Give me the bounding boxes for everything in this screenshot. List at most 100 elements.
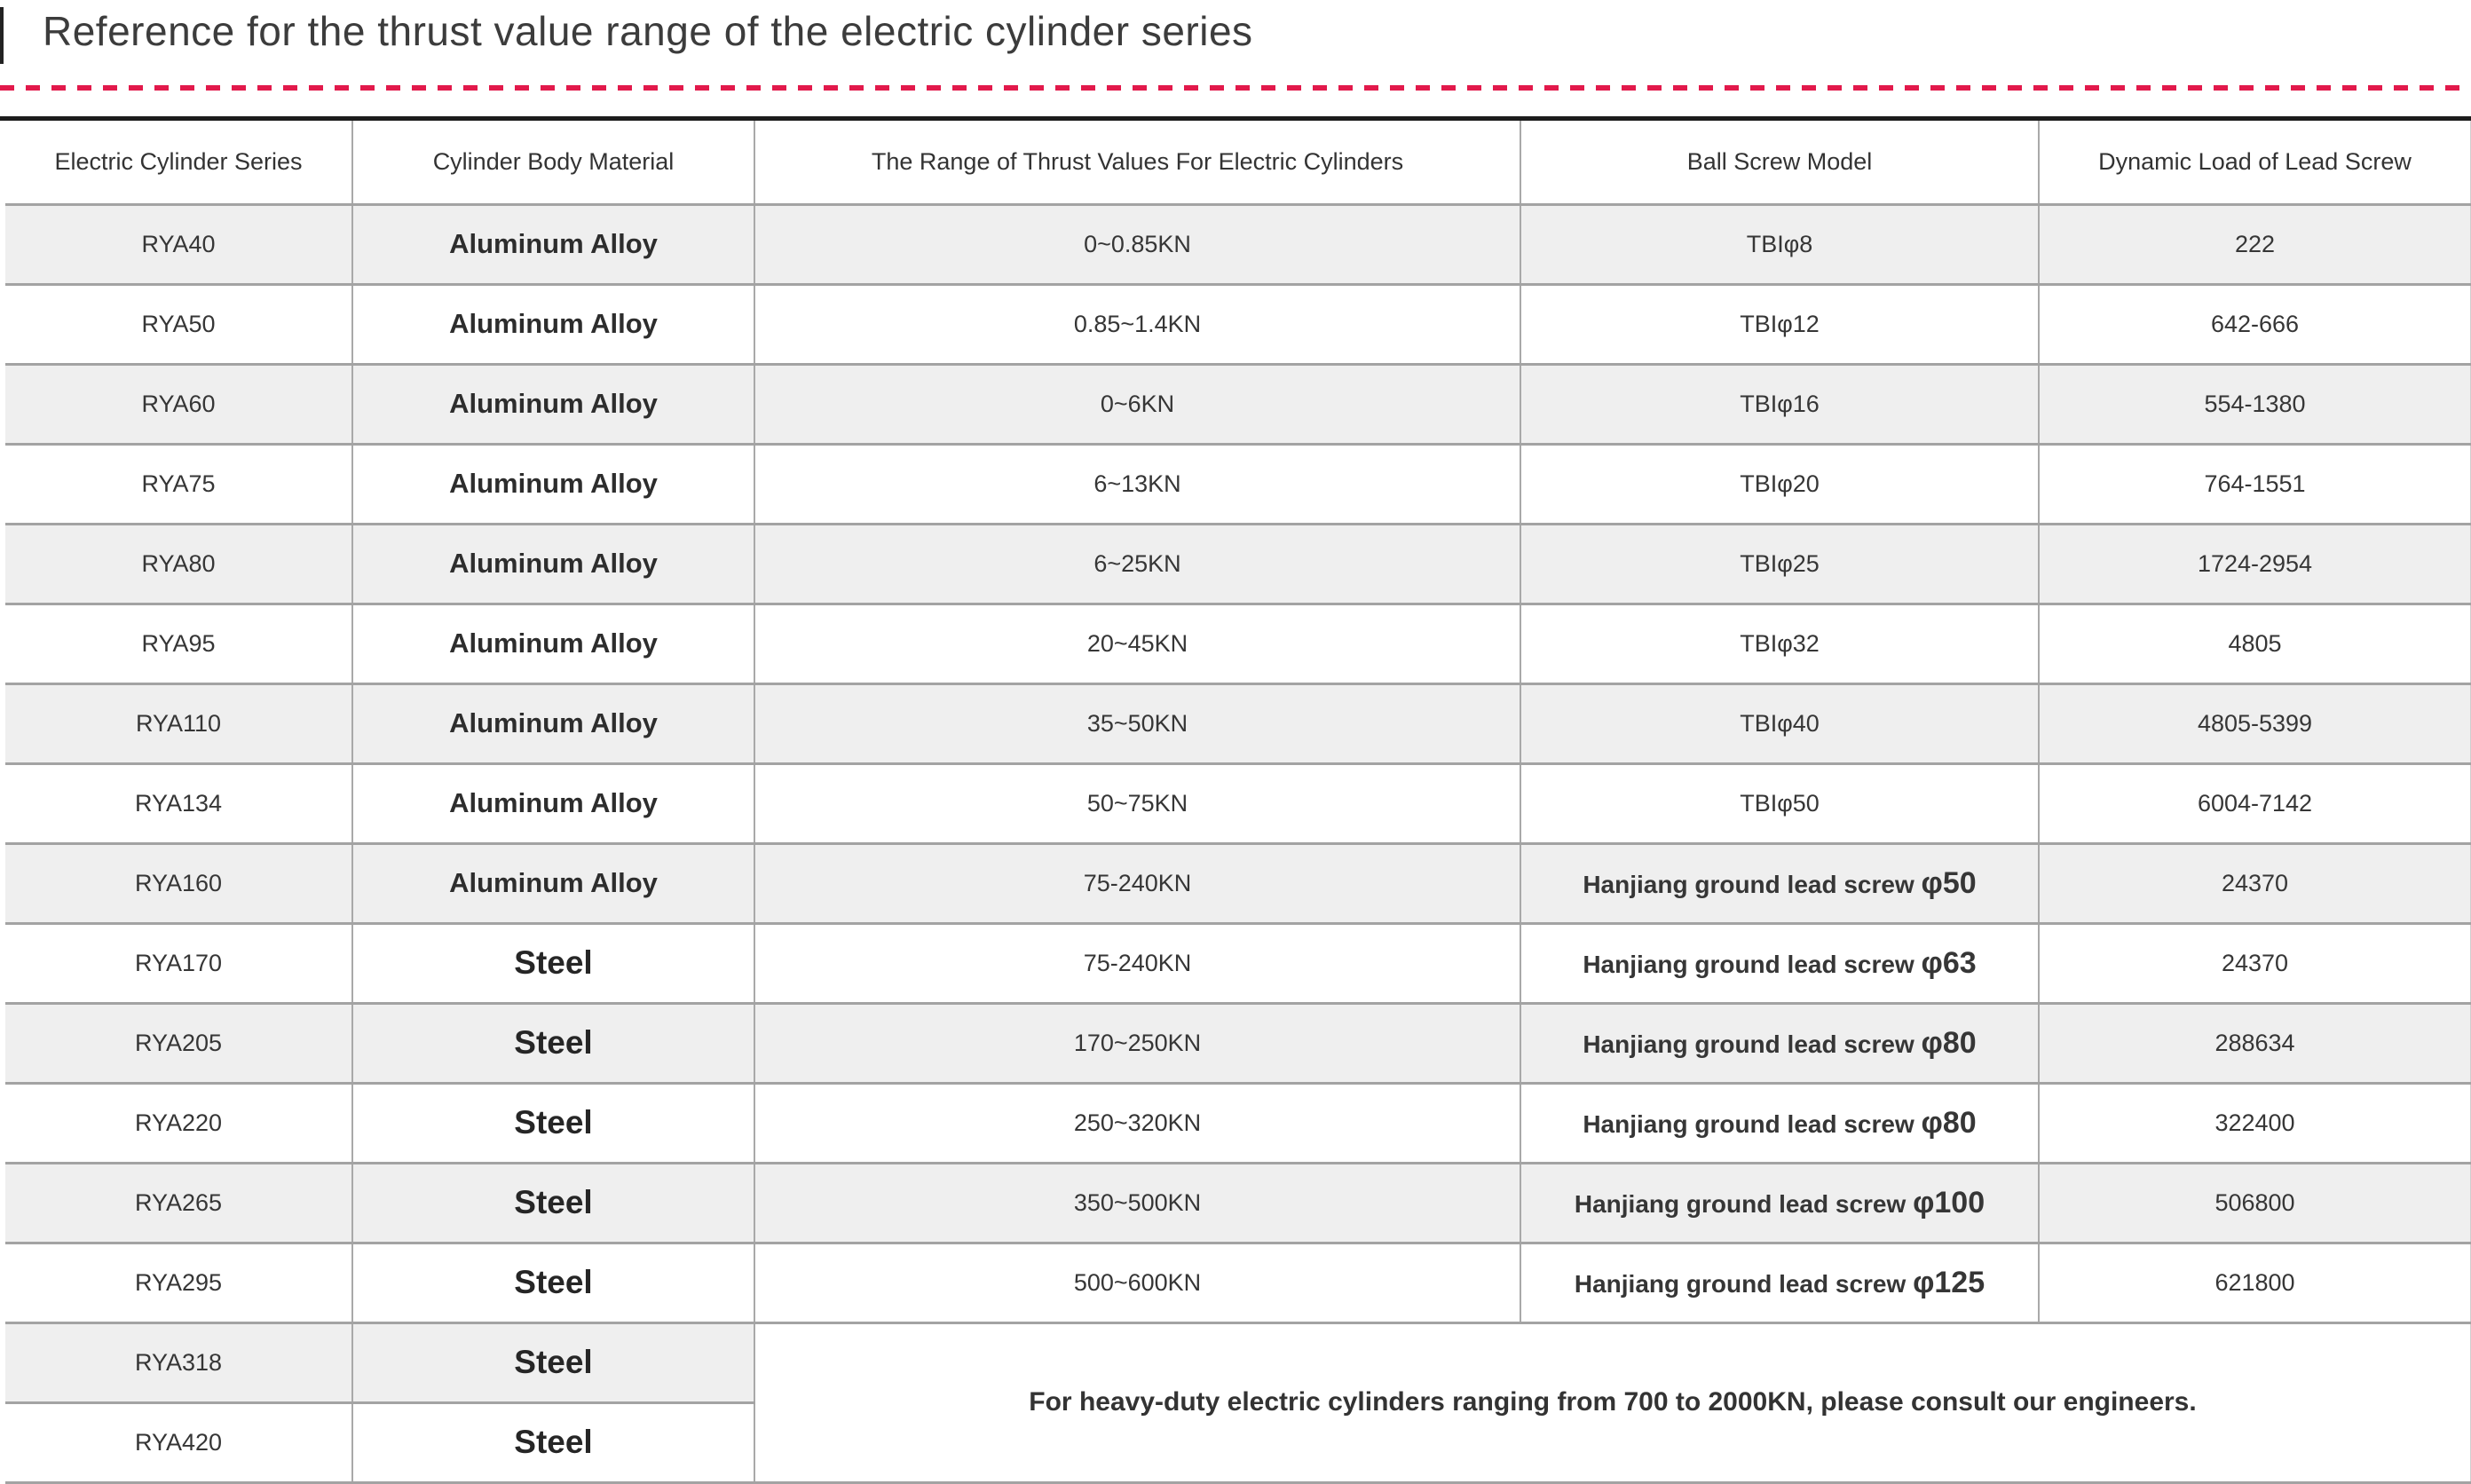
ball-screw-cell: TBIφ50	[1520, 763, 2039, 845]
header-row: Electric Cylinder Series Cylinder Body M…	[5, 121, 2471, 206]
material-cell: Aluminum Alloy	[351, 843, 754, 925]
material-cell: Aluminum Alloy	[351, 763, 754, 845]
heavy-duty-note: For heavy-duty electric cylinders rangin…	[754, 1322, 2471, 1484]
phi-diameter: φ80	[1921, 1105, 1977, 1140]
thrust-cell: 50~75KN	[754, 763, 1520, 845]
thrust-cell: 250~320KN	[754, 1083, 1520, 1164]
table-row: RYA134 Aluminum Alloy 50~75KN TBIφ50 600…	[5, 763, 2471, 845]
load-cell: 24370	[2038, 843, 2471, 925]
ball-screw-cell: TBIφ20	[1520, 444, 2039, 525]
header-ball-screw: Ball Screw Model	[1520, 121, 2039, 206]
header-dynamic-load: Dynamic Load of Lead Screw	[2038, 121, 2471, 206]
page-title: Reference for the thrust value range of …	[43, 8, 1253, 54]
ball-screw-cell: TBIφ16	[1520, 364, 2039, 446]
table-row: RYA95 Aluminum Alloy 20~45KN TBIφ32 4805	[5, 604, 2471, 685]
series-cell: RYA170	[5, 923, 352, 1005]
series-cell: RYA95	[5, 604, 352, 685]
thrust-cell: 500~600KN	[754, 1243, 1520, 1324]
load-cell: 322400	[2038, 1083, 2471, 1164]
ball-screw-cell: Hanjiang ground lead screw φ80	[1520, 1083, 2039, 1164]
ball-screw-cell: Hanjiang ground lead screw φ80	[1520, 1003, 2039, 1085]
material-cell: Aluminum Alloy	[351, 683, 754, 765]
table-row: RYA205 Steel 170~250KN Hanjiang ground l…	[5, 1003, 2471, 1085]
material-cell: Steel	[351, 923, 754, 1005]
material-cell: Aluminum Alloy	[351, 284, 754, 366]
series-cell: RYA80	[5, 524, 352, 605]
load-cell: 1724-2954	[2038, 524, 2471, 605]
series-cell: RYA220	[5, 1083, 352, 1164]
thrust-cell: 0~6KN	[754, 364, 1520, 446]
series-cell: RYA60	[5, 364, 352, 446]
thrust-cell: 350~500KN	[754, 1163, 1520, 1244]
table-row: RYA80 Aluminum Alloy 6~25KN TBIφ25 1724-…	[5, 524, 2471, 605]
load-cell: 24370	[2038, 923, 2471, 1005]
table-body: RYA40 Aluminum Alloy 0~0.85KN TBIφ8 222 …	[5, 204, 2471, 1484]
series-cell: RYA75	[5, 444, 352, 525]
ball-screw-cell: TBIφ12	[1520, 284, 2039, 366]
header-series: Electric Cylinder Series	[5, 121, 352, 206]
red-dashed-divider	[0, 85, 2471, 91]
phi-diameter: φ100	[1913, 1185, 1985, 1220]
load-cell: 506800	[2038, 1163, 2471, 1244]
phi-diameter: φ50	[1921, 865, 1977, 900]
series-cell: RYA50	[5, 284, 352, 366]
thrust-cell: 170~250KN	[754, 1003, 1520, 1085]
table-row: RYA318 Steel For heavy-duty electric cyl…	[5, 1322, 2471, 1484]
thrust-cell: 75-240KN	[754, 923, 1520, 1005]
ball-screw-cell: Hanjiang ground lead screw φ125	[1520, 1243, 2039, 1324]
thrust-cell: 35~50KN	[754, 683, 1520, 765]
series-cell: RYA160	[5, 843, 352, 925]
series-cell: RYA295	[5, 1243, 352, 1324]
header-thrust-range: The Range of Thrust Values For Electric …	[754, 121, 1520, 206]
thrust-reference-table: Electric Cylinder Series Cylinder Body M…	[5, 121, 2471, 1484]
material-cell: Aluminum Alloy	[351, 204, 754, 286]
table-row: RYA160 Aluminum Alloy 75-240KN Hanjiang …	[5, 843, 2471, 925]
series-cell: RYA205	[5, 1003, 352, 1085]
series-cell: RYA110	[5, 683, 352, 765]
series-cell: RYA318	[5, 1322, 352, 1404]
load-cell: 4805	[2038, 604, 2471, 685]
table-top-border	[0, 116, 2471, 121]
ball-screw-cell: TBIφ25	[1520, 524, 2039, 605]
series-cell: RYA134	[5, 763, 352, 845]
thrust-cell: 6~25KN	[754, 524, 1520, 605]
table-header: Electric Cylinder Series Cylinder Body M…	[5, 121, 2471, 206]
material-cell: Aluminum Alloy	[351, 364, 754, 446]
material-cell: Steel	[351, 1402, 755, 1484]
load-cell: 764-1551	[2038, 444, 2471, 525]
table-row: RYA220 Steel 250~320KN Hanjiang ground l…	[5, 1083, 2471, 1164]
series-cell: RYA40	[5, 204, 352, 286]
material-cell: Steel	[351, 1083, 754, 1164]
phi-diameter: φ80	[1921, 1025, 1977, 1060]
load-cell: 288634	[2038, 1003, 2471, 1085]
header-material: Cylinder Body Material	[351, 121, 754, 206]
material-cell: Steel	[351, 1322, 754, 1404]
page-edge-notch	[0, 7, 4, 64]
table-row: RYA170 Steel 75-240KN Hanjiang ground le…	[5, 923, 2471, 1005]
series-cell: RYA265	[5, 1163, 352, 1244]
ball-screw-cell: Hanjiang ground lead screw φ50	[1520, 843, 2039, 925]
table-row: RYA40 Aluminum Alloy 0~0.85KN TBIφ8 222	[5, 204, 2471, 286]
thrust-cell: 6~13KN	[754, 444, 1520, 525]
thrust-cell: 75-240KN	[754, 843, 1520, 925]
series-cell: RYA420	[5, 1402, 352, 1484]
material-cell: Steel	[351, 1163, 754, 1244]
table-row: RYA75 Aluminum Alloy 6~13KN TBIφ20 764-1…	[5, 444, 2471, 525]
ball-screw-cell: TBIφ32	[1520, 604, 2039, 685]
load-cell: 621800	[2038, 1243, 2471, 1324]
load-cell: 4805-5399	[2038, 683, 2471, 765]
material-cell: Steel	[351, 1243, 754, 1324]
table-row: RYA295 Steel 500~600KN Hanjiang ground l…	[5, 1243, 2471, 1324]
material-cell: Steel	[351, 1003, 754, 1085]
thrust-cell: 20~45KN	[754, 604, 1520, 685]
table-row: RYA265 Steel 350~500KN Hanjiang ground l…	[5, 1163, 2471, 1244]
load-cell: 6004-7142	[2038, 763, 2471, 845]
thrust-cell: 0~0.85KN	[754, 204, 1520, 286]
table-row: RYA110 Aluminum Alloy 35~50KN TBIφ40 480…	[5, 683, 2471, 765]
phi-diameter: φ63	[1921, 945, 1977, 980]
load-cell: 554-1380	[2038, 364, 2471, 446]
ball-screw-cell: Hanjiang ground lead screw φ100	[1520, 1163, 2039, 1244]
ball-screw-cell: Hanjiang ground lead screw φ63	[1520, 923, 2039, 1005]
material-cell: Aluminum Alloy	[351, 524, 754, 605]
ball-screw-cell: TBIφ40	[1520, 683, 2039, 765]
